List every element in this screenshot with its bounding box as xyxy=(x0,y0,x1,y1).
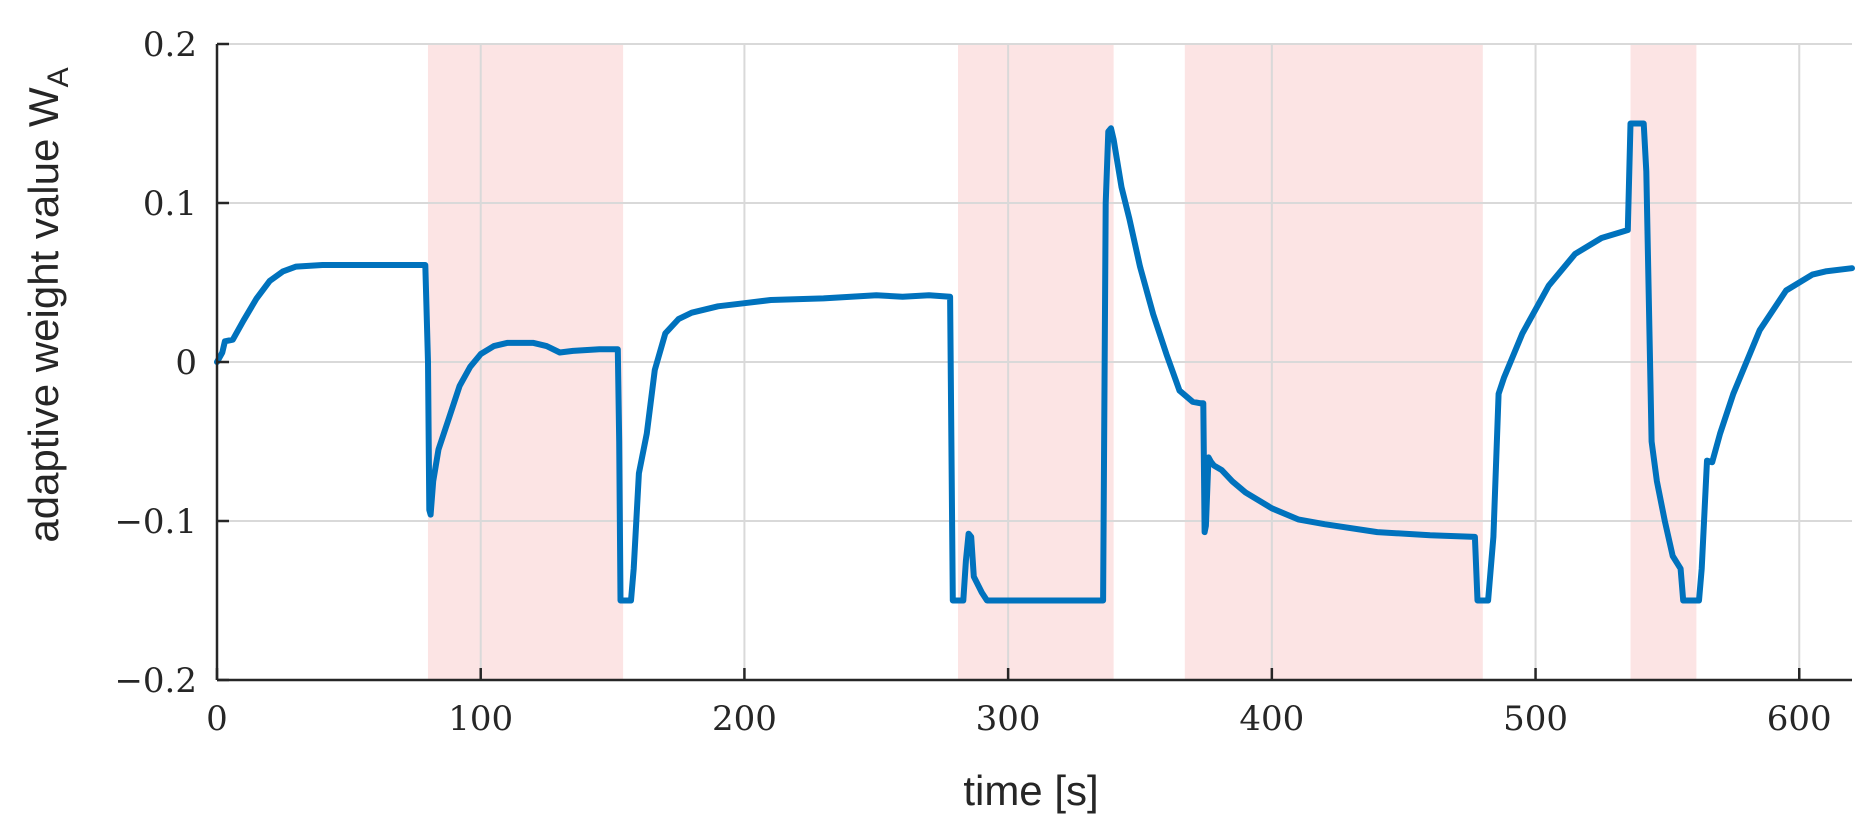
x-tick-label-6: 600 xyxy=(1767,699,1832,739)
tick-labels: 0 100 200 300 400 500 600 −0.2 −0.1 0 0.1 0.2 xyxy=(114,25,1831,739)
grid xyxy=(217,43,1852,680)
y-tick-label-3: 0.1 xyxy=(143,184,197,224)
series-line-0 xyxy=(214,120,1855,604)
x-tick-label-0: 0 xyxy=(206,699,228,739)
x-tick-label-4: 400 xyxy=(1239,699,1304,739)
y-axis-label: adaptive weight value WA xyxy=(20,67,75,542)
y-axis-label-main: adaptive weight value W xyxy=(20,87,67,543)
x-tick-label-1: 100 xyxy=(448,699,513,739)
y-tick-label-0: −0.2 xyxy=(114,661,197,701)
axes xyxy=(215,42,1852,682)
y-tick-label-2: 0 xyxy=(175,343,197,383)
x-tick-label-3: 300 xyxy=(976,699,1041,739)
y-axis-label-text: adaptive weight value WA xyxy=(20,67,75,542)
y-tick-label-4: 0.2 xyxy=(143,25,197,65)
series-layer xyxy=(214,120,1855,604)
x-axis-label: time [s] xyxy=(963,767,1098,814)
y-tick-label-1: −0.1 xyxy=(114,502,197,542)
y-axis-label-subscript: A xyxy=(42,67,75,87)
x-tick-label-2: 200 xyxy=(712,699,777,739)
x-tick-label-5: 500 xyxy=(1503,699,1568,739)
